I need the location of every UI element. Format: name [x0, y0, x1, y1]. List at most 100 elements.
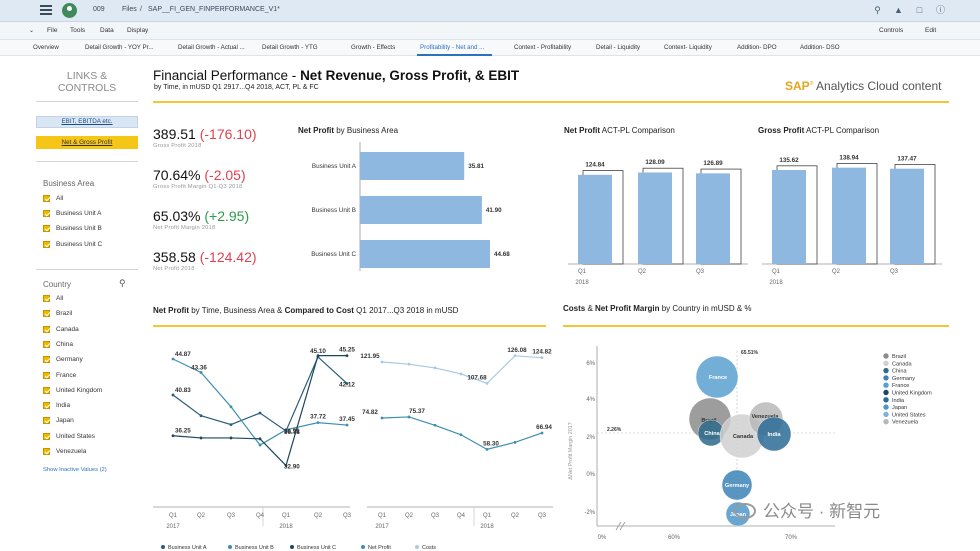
- data-point: [433, 366, 437, 370]
- files-link[interactable]: Files: [122, 6, 137, 13]
- search-icon[interactable]: ⚲: [874, 5, 881, 15]
- legend-marker: [290, 545, 294, 549]
- menu-file[interactable]: File: [47, 27, 58, 34]
- menu-data[interactable]: Data: [100, 27, 114, 34]
- checkbox-icon[interactable]: [43, 386, 50, 394]
- tick-label: 2%: [586, 435, 595, 441]
- bubble-france: [695, 355, 739, 399]
- bubble-india: [756, 416, 792, 452]
- link-net-gross-profit[interactable]: Net & Gross Profit: [36, 136, 138, 149]
- tab-overview[interactable]: Overview: [33, 44, 59, 51]
- tab-addition-dpo[interactable]: Addition- DPO: [737, 44, 777, 51]
- country-option-united-states[interactable]: United States: [43, 432, 95, 442]
- tab-detail-growth-actual[interactable]: Detail Growth - Actual ...: [178, 44, 245, 51]
- data-label: 137.47: [897, 156, 917, 163]
- menu-bar: ⌄ File Tools Data Display Controls Edit: [0, 22, 980, 40]
- country-option-india[interactable]: India: [43, 402, 70, 411]
- legend-label: France: [892, 383, 909, 389]
- tick-label: 2018: [480, 524, 494, 530]
- tick-label: Q1: [483, 513, 492, 519]
- data-point: [199, 436, 203, 440]
- tick-label: Q1: [282, 513, 291, 519]
- help-icon[interactable]: ⓘ: [935, 5, 945, 15]
- wechat-icon: [734, 503, 756, 519]
- legend-marker: [883, 419, 889, 425]
- legend-label: China: [892, 369, 908, 375]
- country-option-all[interactable]: All: [43, 295, 63, 304]
- bar: [832, 167, 866, 264]
- data-point: [380, 360, 384, 364]
- checkbox-icon[interactable]: [43, 371, 50, 379]
- menu-tools[interactable]: Tools: [70, 27, 86, 34]
- chat-icon[interactable]: □: [916, 5, 923, 15]
- legend-label: Business Unit B: [235, 545, 274, 551]
- tab-addition-dso[interactable]: Addition- DSO: [800, 44, 840, 51]
- legend-marker: [883, 382, 889, 388]
- country-option-canada[interactable]: Canada: [43, 325, 79, 335]
- checkbox-icon[interactable]: [43, 210, 50, 218]
- country-option-united-kingdom[interactable]: United Kingdom: [43, 386, 102, 396]
- tick-label: -2%: [584, 510, 595, 516]
- tab-context-profitability[interactable]: Context - Profitability: [514, 44, 572, 51]
- checkbox-icon[interactable]: [43, 325, 50, 333]
- data-label: 58.30: [483, 440, 499, 447]
- controls-button[interactable]: Controls: [879, 27, 904, 34]
- collapse-chevron-icon[interactable]: ⌄: [29, 28, 35, 34]
- megaphone-icon[interactable]: ▲: [894, 5, 903, 15]
- data-label: 35.81: [468, 163, 484, 170]
- checkbox-icon[interactable]: [43, 356, 50, 364]
- checkbox-icon[interactable]: [43, 310, 50, 318]
- document-name: SAP__FI_GEN_FINPERFORMANCE_V1*: [148, 6, 280, 13]
- country-option-germany[interactable]: Germany: [43, 356, 83, 365]
- country-option-china[interactable]: China: [43, 340, 73, 350]
- country-option-japan[interactable]: Japan: [43, 417, 74, 426]
- tick-label: Q3: [890, 269, 899, 275]
- divider: [36, 161, 138, 162]
- tab-profitability-net[interactable]: Profitability - Net and ...: [420, 44, 485, 51]
- legend-label: Venezuela: [892, 420, 919, 426]
- checkbox-icon[interactable]: [43, 417, 50, 425]
- tab-detail-growth-ytg[interactable]: Detail Growth - YTG: [262, 44, 318, 51]
- legend-marker: [361, 545, 365, 549]
- checkbox-icon[interactable]: [43, 195, 50, 202]
- edit-button[interactable]: Edit: [925, 27, 937, 34]
- tick-label: Q2: [638, 269, 647, 275]
- checkbox-icon[interactable]: [43, 225, 50, 233]
- tab-detail-growth-yoy[interactable]: Detail Growth - YOY Pr...: [85, 44, 154, 51]
- country-option-france[interactable]: France: [43, 371, 76, 381]
- checkbox-icon[interactable]: [43, 448, 50, 455]
- search-icon[interactable]: ⚲: [119, 278, 126, 288]
- link-ebit-ebitda[interactable]: EBIT, EBITDA etc.: [36, 116, 138, 128]
- data-point: [345, 423, 349, 427]
- business-area-option-business-unit-b[interactable]: Business Unit B: [43, 225, 102, 234]
- data-label: 66.94: [536, 424, 552, 431]
- country-option-brazil[interactable]: Brazil: [43, 310, 72, 319]
- menu-display[interactable]: Display: [127, 27, 149, 34]
- country-option-venezuela[interactable]: Venezuela: [43, 448, 86, 457]
- legend-marker: [161, 545, 165, 549]
- data-point: [540, 431, 544, 435]
- checkbox-icon[interactable]: [43, 295, 50, 302]
- kpi-net-profit-margin: 65.03% (+2.95) Net Profit Margin 2018: [153, 208, 250, 231]
- tick-label: 60%: [668, 535, 681, 541]
- data-point: [459, 433, 463, 437]
- business-area-option-business-unit-a[interactable]: Business Unit A: [43, 210, 102, 219]
- checkbox-icon[interactable]: [43, 240, 50, 248]
- avatar[interactable]: [62, 3, 77, 18]
- business-area-option-all[interactable]: All: [43, 195, 63, 204]
- bar: [578, 174, 612, 264]
- legend-label: Japan: [892, 405, 907, 411]
- tab-detail-liquidity[interactable]: Detail - Liquidity: [596, 44, 641, 51]
- menu-icon[interactable]: [40, 5, 52, 15]
- checkbox-icon[interactable]: [43, 402, 50, 410]
- data-label: 138.94: [839, 155, 859, 162]
- business-area-option-business-unit-c[interactable]: Business Unit C: [43, 240, 102, 250]
- checkbox-icon[interactable]: [43, 340, 50, 348]
- checkbox-icon[interactable]: [43, 432, 50, 440]
- tab-context-liquidity[interactable]: Context- Liquidity: [664, 44, 712, 51]
- show-inactive-values-link[interactable]: Show Inactive Values (2): [43, 467, 107, 473]
- bubble-germany: [721, 469, 753, 501]
- data-label: 107.68: [467, 374, 487, 381]
- checkbox-label: Business Unit B: [56, 225, 102, 233]
- tab-growth-effects[interactable]: Growth - Effects: [351, 44, 396, 51]
